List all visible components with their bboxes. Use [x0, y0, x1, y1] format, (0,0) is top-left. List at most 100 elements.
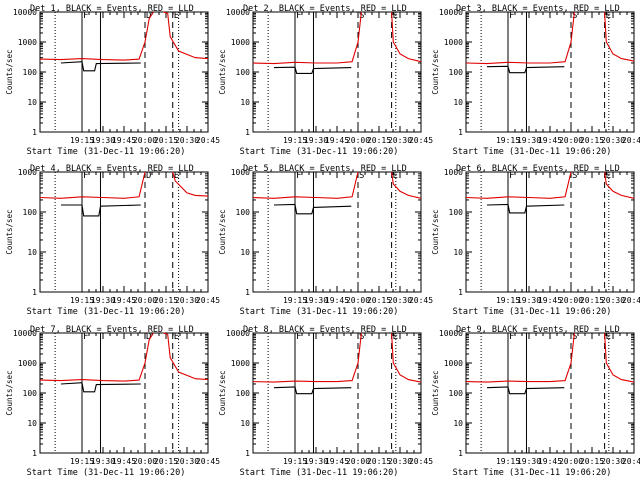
y-tick-label: 1: [458, 449, 463, 458]
x-tick-label: 19:45: [112, 296, 136, 305]
chart-panel-5: Det 5, BLACK = Events, RED = LLD 1 10 100 10…: [218, 164, 433, 317]
marker-label: S: [572, 171, 577, 181]
x-tick-label: 20:00: [346, 457, 370, 466]
y-tick-label: 100: [236, 68, 251, 77]
y-tick-label: 1000: [18, 168, 37, 177]
plot-frame: [39, 11, 209, 133]
y-tick-label: 10: [453, 98, 463, 107]
x-tick-label: 20:45: [622, 457, 640, 466]
series-line-events: [273, 66, 352, 74]
x-tick-label: 19:45: [112, 457, 136, 466]
marker-label: E: [174, 332, 179, 342]
y-tick-label: 1000: [444, 168, 463, 177]
x-tick-label: 19:30: [304, 136, 328, 145]
marker-label: S: [572, 332, 577, 342]
x-tick-label: 19:45: [325, 457, 349, 466]
x-tick-label: 20:15: [154, 457, 178, 466]
marker-label: D: [146, 332, 151, 342]
x-tick-label: 20:15: [367, 296, 391, 305]
y-tick-label: 1000: [18, 38, 37, 47]
y-tick-label: 10: [27, 98, 37, 107]
y-tick-label: 100: [23, 389, 38, 398]
marker-label: E: [393, 332, 398, 342]
y-tick-label: 1000: [231, 38, 250, 47]
x-axis-label: Start Time (31-Dec-11 19:06:20): [453, 147, 612, 157]
series-line-lld-after: [391, 332, 422, 383]
x-tick-label: 20:00: [346, 296, 370, 305]
y-tick-label: 1000: [444, 359, 463, 368]
marker-label: F: [296, 11, 301, 21]
y-tick-label: 10: [240, 248, 250, 257]
panel-title: Det 5, BLACK = Events, RED = LLD: [243, 164, 407, 174]
marker-label: S: [359, 332, 364, 342]
y-tick-label: 100: [449, 389, 464, 398]
marker-label: F: [509, 332, 514, 342]
x-tick-label: 20:45: [196, 136, 220, 145]
marker-label: S: [359, 11, 364, 21]
y-tick-label: 1: [245, 128, 250, 137]
series-line-lld-after: [163, 11, 209, 60]
series-line-lld-after: [163, 332, 209, 381]
x-tick-label: 19:15: [70, 136, 94, 145]
series-line-lld: [465, 171, 572, 199]
series-line-lld: [252, 171, 359, 199]
y-axis-label: Counts/sec: [5, 209, 14, 254]
x-tick-label: 20:15: [154, 136, 178, 145]
x-tick-label: 20:00: [559, 136, 583, 145]
marker-label: E: [393, 171, 398, 181]
series-line-lld-after: [391, 171, 422, 199]
x-tick-label: 20:15: [580, 457, 604, 466]
x-tick-label: 20:00: [133, 457, 157, 466]
chart-panel-6: Det 6, BLACK = Events, RED = LLD 1 10 100 10…: [431, 164, 640, 317]
x-tick-label: 20:45: [622, 136, 640, 145]
x-tick-label: 20:15: [580, 296, 604, 305]
x-tick-label: 20:00: [133, 136, 157, 145]
chart-panel-2: Det 2, BLACK = Events, RED = LLD 1 10 100 10…: [218, 4, 433, 157]
x-tick-label: 20:45: [409, 296, 433, 305]
y-tick-label: 1: [245, 288, 250, 297]
y-tick-label: 10: [240, 98, 250, 107]
x-tick-label: 20:45: [196, 457, 220, 466]
series-line-events: [486, 65, 565, 74]
series-line-events: [60, 61, 141, 72]
x-tick-label: 20:00: [346, 136, 370, 145]
y-tick-label: 1: [458, 128, 463, 137]
y-tick-label: 1: [32, 288, 37, 297]
y-tick-label: 10000: [226, 329, 250, 338]
marker-label: F: [509, 171, 514, 181]
chart-panel-7: Det 7, BLACK = Events, RED = LLD 1 10 100 10…: [5, 325, 220, 478]
y-axis-label: Counts/sec: [218, 49, 227, 94]
x-tick-label: 20:30: [175, 296, 199, 305]
series-line-lld: [39, 332, 154, 382]
x-tick-label: 19:45: [538, 296, 562, 305]
x-axis-label: Start Time (31-Dec-11 19:06:20): [27, 468, 186, 478]
y-tick-label: 10: [453, 248, 463, 257]
y-tick-label: 100: [236, 208, 251, 217]
marker-label: D: [146, 11, 151, 21]
y-tick-label: 1000: [231, 168, 250, 177]
y-tick-label: 1000: [444, 38, 463, 47]
y-tick-label: 10: [240, 419, 250, 428]
y-tick-label: 10: [453, 419, 463, 428]
y-tick-label: 10: [27, 248, 37, 257]
x-tick-label: 19:30: [517, 136, 541, 145]
x-tick-label: 19:15: [70, 296, 94, 305]
x-axis-label: Start Time (31-Dec-11 19:06:20): [240, 147, 399, 157]
x-tick-label: 19:45: [112, 136, 136, 145]
x-axis-label: Start Time (31-Dec-11 19:06:20): [27, 307, 186, 317]
x-tick-label: 20:15: [580, 136, 604, 145]
y-tick-label: 10000: [226, 8, 250, 17]
x-tick-label: 20:00: [559, 457, 583, 466]
series-line-lld-after: [172, 171, 209, 197]
y-axis-label: Counts/sec: [5, 49, 14, 94]
marker-label: F: [296, 171, 301, 181]
y-tick-label: 100: [236, 389, 251, 398]
x-tick-label: 20:30: [175, 457, 199, 466]
panel-title: Det 7, BLACK = Events, RED = LLD: [30, 325, 194, 335]
y-tick-label: 1000: [18, 359, 37, 368]
chart-panel-9: Det 9, BLACK = Events, RED = LLD 1 10 100 10…: [431, 325, 640, 478]
y-axis-label: Counts/sec: [431, 49, 440, 94]
y-tick-label: 10000: [13, 8, 37, 17]
marker-label: E: [606, 332, 611, 342]
